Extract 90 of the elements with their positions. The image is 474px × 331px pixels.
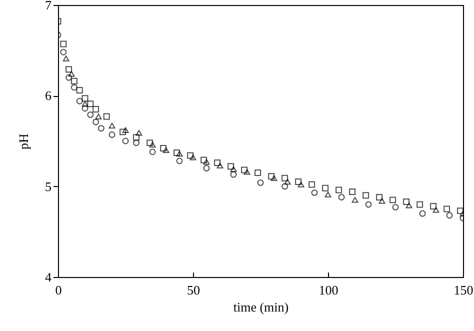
y-axis-title: pH <box>16 134 31 150</box>
point <box>146 140 154 146</box>
point <box>352 197 358 203</box>
point <box>174 150 180 156</box>
y-tick-label: 5 <box>45 178 52 194</box>
point <box>457 208 463 214</box>
point <box>376 194 383 200</box>
point <box>82 100 88 107</box>
point <box>282 183 288 190</box>
x-tick-label: 0 <box>55 282 62 298</box>
point <box>122 138 129 144</box>
point <box>103 113 110 120</box>
point <box>87 111 94 118</box>
point <box>87 100 94 108</box>
point <box>257 179 264 186</box>
point <box>230 166 237 172</box>
point <box>76 86 83 94</box>
point <box>349 188 356 196</box>
point <box>133 134 140 141</box>
point <box>70 78 78 84</box>
point <box>95 114 102 120</box>
point <box>149 148 156 156</box>
x-tick-label: 50 <box>187 282 200 298</box>
point <box>200 156 208 164</box>
y-tick-label: 4 <box>45 270 52 284</box>
point <box>70 84 78 91</box>
y-tick-label: 7 <box>45 0 52 12</box>
point <box>176 158 183 164</box>
point <box>403 198 410 205</box>
point <box>214 160 221 166</box>
point <box>336 186 342 194</box>
point <box>76 98 83 104</box>
point <box>60 40 67 48</box>
point <box>82 105 88 112</box>
point <box>430 203 437 210</box>
point <box>311 189 318 196</box>
point <box>298 182 304 188</box>
point <box>216 162 224 168</box>
x-tick-label: 150 <box>454 282 474 298</box>
point <box>432 207 440 213</box>
point <box>392 204 399 210</box>
point <box>324 192 332 198</box>
point <box>162 147 170 153</box>
point <box>406 202 412 208</box>
x-axis-title: time (min) <box>233 300 289 314</box>
point <box>444 206 450 212</box>
point <box>133 140 140 146</box>
point <box>160 145 167 152</box>
point <box>190 154 196 160</box>
point <box>270 175 278 182</box>
point <box>60 48 67 56</box>
point <box>82 95 88 102</box>
point <box>419 210 426 217</box>
y-tick-label: 6 <box>45 88 52 104</box>
point <box>108 122 116 128</box>
point <box>108 131 116 138</box>
point <box>187 152 194 159</box>
point <box>282 174 288 182</box>
point <box>176 150 183 157</box>
point <box>203 164 210 172</box>
x-tick-label: 100 <box>318 282 338 298</box>
point <box>390 196 396 204</box>
point <box>254 169 262 176</box>
point <box>295 178 302 186</box>
point <box>322 184 329 192</box>
point <box>66 74 72 81</box>
point <box>284 178 291 185</box>
point <box>268 173 275 180</box>
point <box>203 158 210 165</box>
point <box>149 142 156 148</box>
point <box>338 194 345 200</box>
point <box>378 198 386 204</box>
point <box>62 56 70 62</box>
point <box>136 130 142 136</box>
point <box>241 166 248 174</box>
point <box>362 192 370 199</box>
point <box>446 212 453 219</box>
point <box>68 71 75 77</box>
point <box>230 171 237 178</box>
point <box>92 106 100 113</box>
point <box>244 168 250 175</box>
point <box>66 66 72 73</box>
point <box>98 125 104 132</box>
point <box>120 128 126 136</box>
point <box>308 181 316 188</box>
point <box>228 163 234 170</box>
point <box>365 201 372 208</box>
point <box>92 118 100 126</box>
point <box>416 201 424 208</box>
point <box>122 127 129 133</box>
